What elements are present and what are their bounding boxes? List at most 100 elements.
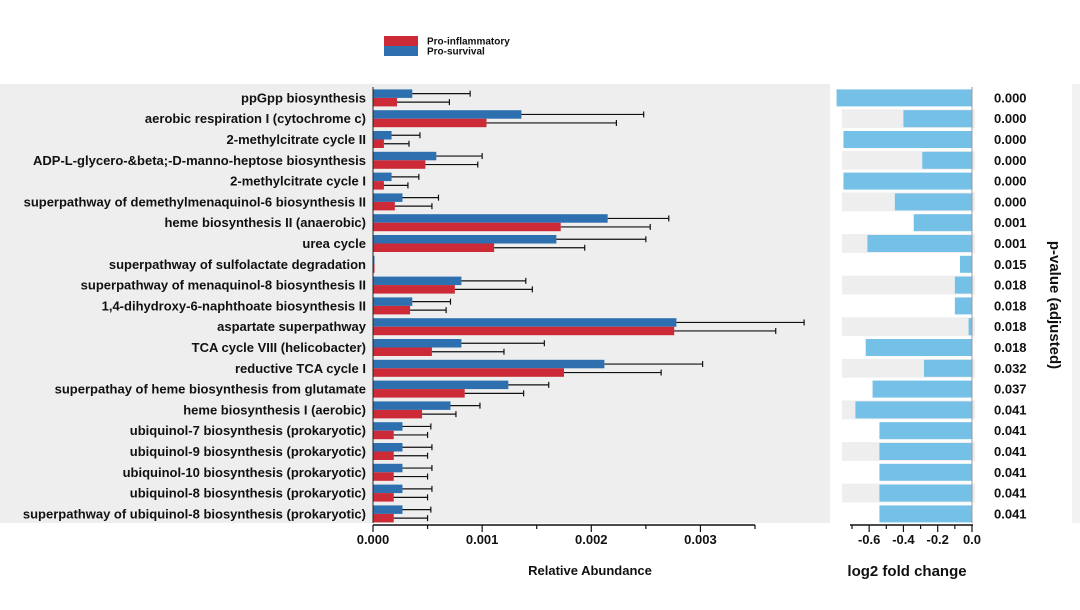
bar-pro-survival-urea-cycle [373, 235, 557, 244]
bar-pro-inflammatory-2-methylcitrate-cycle-ii [373, 139, 384, 148]
abundance-x-axis: 0.000 0.001 0.002 0.003 Relative Abundance [357, 524, 756, 578]
legend-label-pro-inflammatory: Pro-inflammatory [427, 37, 510, 48]
p-value-ubiquinol-10-biosynthesis-prokaryotic: 0.041 [994, 465, 1027, 480]
fold-change-bar-adp-l-glycero-d-manno-heptose-biosynthesis [922, 151, 972, 169]
category-label-ubiquinol-10-biosynthesis-prokaryotic: ubiquinol-10 biosynthesis (prokaryotic) [123, 465, 366, 480]
bar-pro-inflammatory-superpathway-of-demethylmenaquinol-6-biosynthesis-ii [373, 201, 395, 211]
p-value-ubiquinol-9-biosynthesis-prokaryotic: 0.041 [994, 444, 1027, 459]
bar-pro-survival-heme-biosynthesis-i-aerobic [373, 401, 451, 410]
category-label-ubiquinol-8-biosynthesis-prokaryotic: ubiquinol-8 biosynthesis (prokaryotic) [130, 486, 366, 501]
category-label-1-4-dihydroxy-6-naphthoate-biosynthesis-ii: 1,4-dihydroxy-6-naphthoate biosynthesis … [102, 298, 366, 313]
fold-change-bars [836, 87, 973, 523]
bar-pro-survival-adp-l-glycero-d-manno-heptose-biosynthesis [373, 151, 437, 161]
bar-pro-inflammatory-urea-cycle [373, 243, 495, 252]
bar-pro-inflammatory-superpathway-of-ubiquinol-8-biosynthesis-prokaryotic [373, 513, 394, 523]
fold-change-bar-tca-cycle-viii-helicobacter [865, 339, 972, 356]
fold-change-bar-urea-cycle [867, 235, 972, 252]
fold-change-bar-ubiquinol-9-biosynthesis-prokaryotic [879, 443, 972, 460]
bar-pro-inflammatory-heme-biosynthesis-ii-anaerobic [373, 222, 561, 232]
fold-change-bar-superpathay-of-heme-biosynthesis-from-glutamate [872, 380, 972, 398]
abundance-tick-label: 0.002 [575, 532, 608, 547]
fold-change-tick-label: -0.4 [892, 532, 915, 547]
p-value-aerobic-respiration-i-cytochrome-c: 0.000 [994, 111, 1027, 126]
fold-change-bar-ubiquinol-10-biosynthesis-prokaryotic [879, 463, 972, 481]
legend-swatch-pro-survival [384, 46, 418, 56]
fold-change-bar-2-methylcitrate-cycle-i [843, 172, 972, 190]
p-value-2-methylcitrate-cycle-i: 0.000 [994, 174, 1027, 189]
bar-pro-inflammatory-ubiquinol-7-biosynthesis-prokaryotic [373, 430, 394, 440]
bar-pro-survival-2-methylcitrate-cycle-ii [373, 131, 392, 140]
bar-pro-inflammatory-superpathay-of-heme-biosynthesis-from-glutamate [373, 389, 465, 398]
fold-change-bar-aspartate-superpathway [968, 318, 972, 336]
bar-pro-inflammatory-ubiquinol-8-biosynthesis-prokaryotic [373, 493, 394, 502]
p-value-aspartate-superpathway: 0.018 [994, 319, 1027, 334]
fold-change-bar-ppgpp-biosynthesis [836, 89, 972, 107]
fold-change-axis-title: log2 fold change [847, 563, 966, 580]
p-value-superpathway-of-sulfolactate-degradation: 0.015 [994, 257, 1027, 272]
right-edge-strip [1072, 84, 1080, 523]
p-value-superpathay-of-heme-biosynthesis-from-glutamate: 0.037 [994, 382, 1027, 397]
category-label-2-methylcitrate-cycle-ii: 2-methylcitrate cycle II [227, 132, 366, 147]
category-label-ubiquinol-7-biosynthesis-prokaryotic: ubiquinol-7 biosynthesis (prokaryotic) [130, 423, 366, 438]
bar-pro-inflammatory-adp-l-glycero-d-manno-heptose-biosynthesis [373, 160, 426, 169]
bar-pro-survival-superpathway-of-menaquinol-8-biosynthesis-ii [373, 276, 462, 286]
category-label-adp-l-glycero-d-manno-heptose-biosynthesis: ADP-L-glycero-&beta;-D-manno-heptose bio… [33, 153, 366, 168]
bar-pro-inflammatory-aspartate-superpathway [373, 326, 675, 336]
fold-change-bar-heme-biosynthesis-i-aerobic [855, 401, 972, 419]
bar-pro-survival-ubiquinol-8-biosynthesis-prokaryotic [373, 484, 403, 494]
bar-pro-survival-heme-biosynthesis-ii-anaerobic [373, 214, 608, 223]
p-value-heme-biosynthesis-ii-anaerobic: 0.001 [994, 215, 1027, 230]
bar-pro-survival-1-4-dihydroxy-6-naphthoate-biosynthesis-ii [373, 297, 413, 306]
p-value-column: 0.000 0.000 0.000 0.000 0.000 0.000 0.001 0.001… [994, 90, 1063, 521]
bar-pro-inflammatory-aerobic-respiration-i-cytochrome-c [373, 118, 487, 128]
abundance-axis-title: Relative Abundance [528, 563, 652, 578]
bar-pro-inflammatory-heme-biosynthesis-i-aerobic [373, 409, 423, 419]
bar-pro-survival-aspartate-superpathway [373, 318, 677, 327]
fold-change-bar-heme-biosynthesis-ii-anaerobic [913, 214, 972, 232]
bar-pro-survival-superpathway-of-ubiquinol-8-biosynthesis-prokaryotic [373, 505, 403, 514]
fold-change-bar-aerobic-respiration-i-cytochrome-c [903, 110, 972, 128]
legend-swatch-pro-inflammatory [384, 36, 418, 46]
p-value-reductive-tca-cycle-i: 0.032 [994, 361, 1027, 376]
abundance-tick-label: 0.000 [357, 532, 390, 547]
bar-pro-inflammatory-ubiquinol-10-biosynthesis-prokaryotic [373, 472, 394, 481]
category-label-ubiquinol-9-biosynthesis-prokaryotic: ubiquinol-9 biosynthesis (prokaryotic) [130, 444, 366, 459]
bar-pro-survival-ubiquinol-7-biosynthesis-prokaryotic [373, 422, 403, 431]
p-value-ppgpp-biosynthesis: 0.000 [994, 90, 1027, 105]
abundance-tick-label: 0.003 [684, 532, 717, 547]
bar-pro-survival-2-methylcitrate-cycle-i [373, 172, 392, 182]
bar-pro-survival-superpathway-of-sulfolactate-degradation [373, 255, 375, 265]
p-value-2-methylcitrate-cycle-ii: 0.000 [994, 132, 1027, 147]
category-labels: ppGpp biosynthesis aerobic respiration I … [23, 90, 367, 521]
bar-pro-survival-aerobic-respiration-i-cytochrome-c [373, 110, 522, 119]
fold-change-bar-superpathway-of-demethylmenaquinol-6-biosynthesis-ii [894, 193, 972, 211]
right-row-stripe [842, 275, 975, 295]
bar-pro-survival-tca-cycle-viii-helicobacter [373, 339, 462, 348]
category-label-tca-cycle-viii-helicobacter: TCA cycle VIII (helicobacter) [192, 340, 366, 355]
bar-pro-survival-ppgpp-biosynthesis [373, 89, 413, 98]
fold-change-tick-label: 0.0 [963, 532, 981, 547]
fold-change-bar-reductive-tca-cycle-i [924, 359, 972, 377]
bar-pro-inflammatory-ppgpp-biosynthesis [373, 97, 398, 107]
bar-pro-inflammatory-superpathway-of-menaquinol-8-biosynthesis-ii [373, 285, 455, 294]
p-value-heme-biosynthesis-i-aerobic: 0.041 [994, 402, 1027, 417]
fold-change-bar-2-methylcitrate-cycle-ii [843, 131, 972, 148]
category-label-aspartate-superpathway: aspartate superpathway [217, 319, 367, 334]
p-value-ubiquinol-8-biosynthesis-prokaryotic: 0.041 [994, 486, 1027, 501]
p-value-tca-cycle-viii-helicobacter: 0.018 [994, 340, 1027, 355]
category-label-superpathay-of-heme-biosynthesis-from-glutamate: superpathay of heme biosynthesis from gl… [55, 382, 366, 397]
fold-change-bar-1-4-dihydroxy-6-naphthoate-biosynthesis-ii [954, 297, 972, 315]
p-value-adp-l-glycero-d-manno-heptose-biosynthesis: 0.000 [994, 153, 1027, 168]
bar-pro-survival-ubiquinol-9-biosynthesis-prokaryotic [373, 443, 403, 452]
fold-change-bar-ubiquinol-8-biosynthesis-prokaryotic [879, 484, 972, 502]
bar-pro-inflammatory-tca-cycle-viii-helicobacter [373, 347, 432, 356]
category-label-heme-biosynthesis-i-aerobic: heme biosynthesis I (aerobic) [183, 402, 366, 417]
fold-change-bar-superpathway-of-menaquinol-8-biosynthesis-ii [954, 276, 972, 294]
bar-pro-inflammatory-superpathway-of-sulfolactate-degradation [373, 264, 375, 273]
fold-change-bar-superpathway-of-sulfolactate-degradation [960, 255, 972, 273]
category-label-ppgpp-biosynthesis: ppGpp biosynthesis [241, 90, 366, 105]
bar-pro-inflammatory-ubiquinol-9-biosynthesis-prokaryotic [373, 451, 394, 460]
